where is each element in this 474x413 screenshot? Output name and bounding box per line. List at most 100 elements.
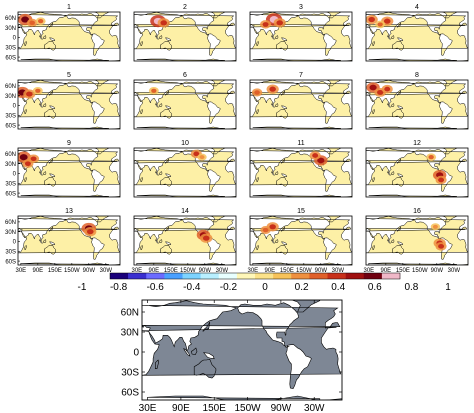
panel-title: 9 [67,140,71,147]
lat-tick-label: 60S [5,191,16,197]
map-panel: 13 60N 30N 0 30S 60S 30E 90E 150E 150W 90W 30W [5,208,121,274]
mask-lon-tick-label: 30W [304,403,325,413]
panel-frame [17,79,121,130]
colorbar-swatch [146,273,165,279]
anomaly-core [438,177,445,183]
map-panel: 5 60N 30N 0 30S 60S [5,72,121,130]
map-panel: 12 [365,140,469,198]
lat-tick-label: 30S [5,113,16,119]
colorbar-swatch [255,273,274,279]
panel-title: 11 [297,140,304,147]
land-mass [134,80,236,129]
anomaly-core [202,235,210,241]
mask-lon-tick-label: 150W [234,403,261,413]
land-mass [18,80,120,129]
colorbar-tick-label: -1 [78,282,87,293]
lon-tick-label: 150E [396,268,410,274]
lon-tick-label: 150E [280,268,294,274]
panel-title: 16 [413,208,421,215]
panel-frame [133,11,237,62]
panel-frame [133,79,237,130]
panel-title: 8 [415,72,419,79]
colorbar-tick-label: 0 [262,282,268,293]
anomaly-core [269,224,276,230]
lat-tick-label: 60S [5,259,16,265]
panel-frame [249,215,353,266]
anomaly-core [368,16,375,23]
anomaly-core [369,84,377,91]
lon-tick-label: 30W [216,268,229,274]
panel-title: 7 [299,72,303,79]
anomaly-core [160,20,168,26]
lon-tick-label: 150E [48,268,62,274]
lat-tick-label: 0 [13,172,17,178]
mask-land [142,300,342,400]
panel-frame [365,147,469,198]
anomaly-core [262,227,269,233]
lat-tick-label: 30N [5,94,16,100]
colorbar-swatch [363,273,383,279]
colorbar-tick-label: -0.6 [147,282,165,293]
anomaly-core [432,224,438,229]
mask-frame [141,299,343,401]
land-mass [134,12,236,61]
colorbar-swatch [327,273,346,279]
panel-title: 15 [297,208,305,215]
land-mass [366,80,468,129]
anomaly-core [38,19,44,24]
lat-tick-label: 30S [5,249,16,255]
colorbar-swatch [345,273,365,279]
colorbar-swatch [236,273,256,279]
map-panel: 2 [133,4,237,62]
land-mass [366,216,468,265]
colorbar-swatch [128,273,147,279]
anomaly-core [276,20,284,26]
anomaly-core [29,20,35,25]
lat-tick-label: 60S [5,55,16,61]
colorbar-swatch [309,273,328,279]
map-panel: 16 30E 90E 150E 150W 90W 30W [363,208,469,274]
mask-lat-tick-label: 60S [121,388,139,399]
lat-tick-label: 60N [5,220,16,226]
mask-lat-tick-label: 60N [121,308,139,319]
mask-lat-tick-label: 30S [121,368,139,379]
panel-title: 1 [67,4,71,11]
land-mass [18,12,120,61]
panel-frame [249,147,353,198]
land-mass [18,148,120,197]
lon-tick-label: 90W [83,268,96,274]
map-panel: 1 60N 30N 0 30S 60S [5,4,121,62]
lon-tick-label: 90E [264,268,275,274]
anomaly-core [262,22,269,27]
colorbar-swatch [381,273,401,279]
lat-tick-label: 60N [5,16,16,22]
anomaly-core [26,91,33,97]
mask-lon-tick-label: 90E [172,403,190,413]
lon-tick-label: 150W [296,268,312,274]
lon-tick-label: 90W [315,268,328,274]
panel-title: 4 [415,4,419,11]
colorbar-swatch [273,273,292,279]
lat-tick-label: 60S [5,123,16,129]
panel-frame [133,147,237,198]
map-panel: 15 30E 90E 150E 150W 90W 30W [247,208,353,274]
colorbar-tick-label: 0.2 [295,282,309,293]
lat-tick-label: 30S [5,181,16,187]
panel-frame [249,79,353,130]
map-panel: 6 [133,72,237,130]
lat-tick-label: 30N [5,26,16,32]
colorbar: -1 -0.8 -0.6 -0.4 -0.2 0 0.2 0.4 0.6 0.8 1 [78,272,451,293]
anomaly-core [35,88,41,93]
map-panel: 10 [133,140,237,198]
map-panel: 14 30E 90E 150E 150W 90W 30W [131,208,237,274]
lat-tick-label: 0 [13,240,17,246]
land-mass [250,216,352,265]
panel-frame [17,11,121,62]
lon-tick-label: 30W [448,268,461,274]
lat-tick-label: 30N [5,230,16,236]
lon-tick-label: 30W [100,268,113,274]
panel-frame [365,215,469,266]
panel-title: 5 [67,72,71,79]
panel-grid: 1 60N 30N 0 30S 60S 2 3 4 5 60N 30N 0 30S 60S 6 7 8 9 60N 30… [5,4,469,274]
